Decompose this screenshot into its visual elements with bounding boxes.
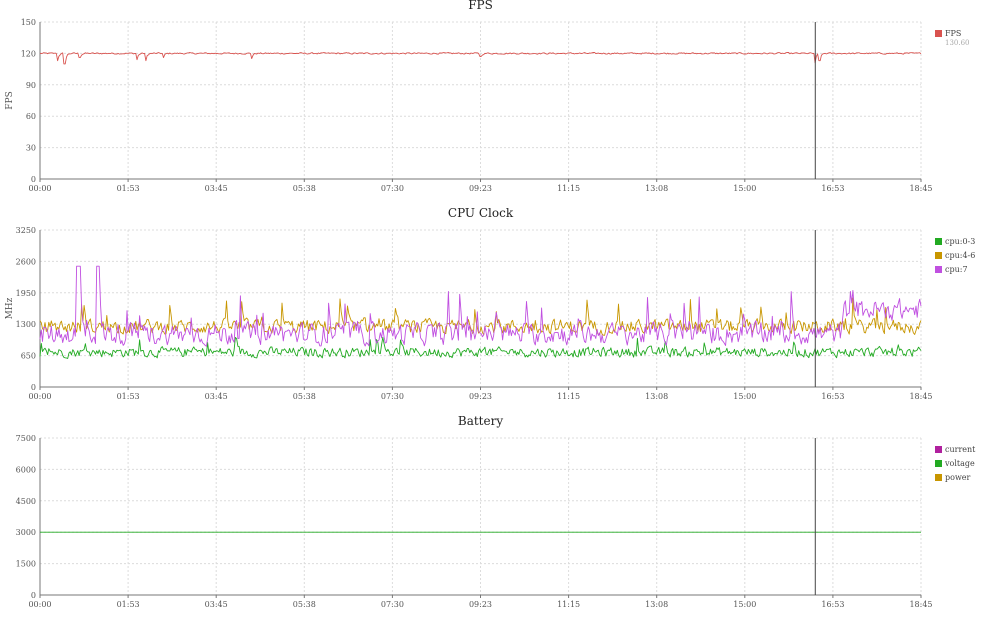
cpu-ytick: 1300 bbox=[16, 320, 36, 329]
fps-ytick: 0 bbox=[31, 175, 36, 184]
fps-chart: FPS 0 30 60 90 120 150 00:00 01:53 03:45 05:38 07:3… bbox=[5, 0, 970, 193]
cpu-series-cpu-0-3 bbox=[39, 336, 922, 359]
battery-legend-label: voltage bbox=[944, 459, 975, 468]
fps-legend-label: FPS bbox=[945, 29, 961, 38]
cpu-legend-label: cpu:0-3 bbox=[945, 237, 975, 246]
battery-xtick: 07:30 bbox=[381, 600, 404, 609]
fps-xtick: 16:53 bbox=[821, 184, 844, 193]
fps-xtick: 03:45 bbox=[205, 184, 228, 193]
fps-ytick: 90 bbox=[26, 81, 36, 90]
cpu-ylabel: MHz bbox=[5, 297, 15, 319]
fps-xtick: 15:00 bbox=[733, 184, 756, 193]
battery-xtick: 11:15 bbox=[557, 600, 580, 609]
battery-xtick: 13:08 bbox=[645, 600, 668, 609]
battery-xtick: 01:53 bbox=[117, 600, 140, 609]
battery-xtick: 05:38 bbox=[293, 600, 316, 609]
cpu-xtick: 00:00 bbox=[28, 392, 51, 401]
fps-xtick: 01:53 bbox=[117, 184, 140, 193]
battery-ytick: 3000 bbox=[16, 528, 36, 537]
fps-xtick: 07:30 bbox=[381, 184, 404, 193]
cpu-ytick: 3250 bbox=[16, 226, 36, 235]
cpu-xtick: 13:08 bbox=[645, 392, 668, 401]
cpu-xtick: 03:45 bbox=[205, 392, 228, 401]
fps-xtick: 05:38 bbox=[293, 184, 316, 193]
cpu-legend-swatch bbox=[935, 252, 942, 259]
fps-title: FPS bbox=[468, 0, 493, 12]
battery-ytick: 1500 bbox=[16, 560, 36, 569]
cpu-xtick: 07:30 bbox=[381, 392, 404, 401]
cpu-ytick: 1950 bbox=[16, 289, 36, 298]
battery-xtick: 03:45 bbox=[205, 600, 228, 609]
battery-xtick: 18:45 bbox=[909, 600, 932, 609]
fps-xtick: 18:45 bbox=[909, 184, 932, 193]
battery-ytick: 0 bbox=[31, 591, 36, 600]
cpu-chart: CPU Clock 0 650 1300 1950 2600 3250 00:00 01:53 0… bbox=[5, 206, 975, 401]
cpu-ytick: 2600 bbox=[16, 257, 36, 266]
cpu-xtick: 18:45 bbox=[909, 392, 932, 401]
cpu-ytick: 0 bbox=[31, 383, 36, 392]
battery-xtick: 09:23 bbox=[469, 600, 492, 609]
fps-ytick: 150 bbox=[21, 18, 36, 27]
fps-legend-swatch bbox=[935, 30, 942, 37]
battery-legend-swatch bbox=[935, 474, 942, 481]
fps-ylabel: FPS bbox=[5, 91, 15, 109]
fps-ytick: 30 bbox=[26, 144, 36, 153]
fps-xtick: 09:23 bbox=[469, 184, 492, 193]
cpu-series-cpu-7 bbox=[39, 265, 922, 347]
cpu-xtick: 09:23 bbox=[469, 392, 492, 401]
fps-xtick: 13:08 bbox=[645, 184, 668, 193]
fps-series-FPS bbox=[39, 52, 922, 65]
battery-legend-swatch bbox=[935, 446, 942, 453]
fps-xtick: 11:15 bbox=[557, 184, 580, 193]
battery-xtick: 00:00 bbox=[28, 600, 51, 609]
cpu-legend-swatch bbox=[935, 266, 942, 273]
cpu-legend-label: cpu:4-6 bbox=[945, 251, 975, 260]
battery-xtick: 15:00 bbox=[733, 600, 756, 609]
battery-xtick: 16:53 bbox=[821, 600, 844, 609]
fps-ytick: 120 bbox=[21, 49, 36, 58]
battery-chart: Battery 0 1500 3000 4500 6000 7500 00:00 01:53 03… bbox=[16, 414, 977, 609]
cpu-ytick: 650 bbox=[21, 352, 36, 361]
cpu-xtick: 15:00 bbox=[733, 392, 756, 401]
cpu-xtick: 05:38 bbox=[293, 392, 316, 401]
fps-xtick: 00:00 bbox=[28, 184, 51, 193]
cpu-legend-label: cpu:7 bbox=[945, 265, 968, 274]
battery-ytick: 4500 bbox=[16, 497, 36, 506]
cpu-title: CPU Clock bbox=[448, 206, 514, 220]
cpu-xtick: 11:15 bbox=[557, 392, 580, 401]
fps-legend-value: 130.60 bbox=[945, 39, 970, 47]
battery-legend-label: power bbox=[945, 473, 971, 482]
battery-ytick: 6000 bbox=[16, 465, 36, 474]
cpu-xtick: 16:53 bbox=[821, 392, 844, 401]
battery-title: Battery bbox=[458, 414, 503, 428]
battery-ytick: 7500 bbox=[16, 434, 36, 443]
cpu-legend-swatch bbox=[935, 238, 942, 245]
battery-legend-label: current bbox=[945, 445, 976, 454]
fps-ytick: 60 bbox=[26, 112, 36, 121]
battery-legend-swatch bbox=[935, 460, 942, 467]
cpu-xtick: 01:53 bbox=[117, 392, 140, 401]
